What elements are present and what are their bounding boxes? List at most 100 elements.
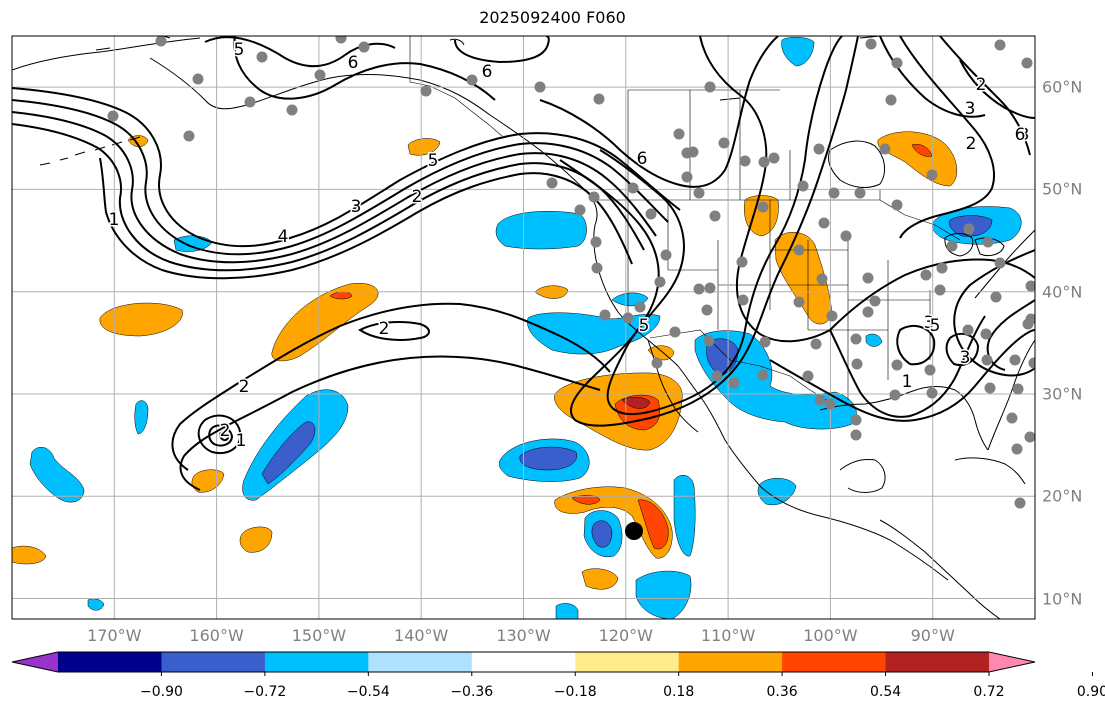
contour-label: 6	[1015, 125, 1026, 145]
positive-area	[571, 495, 601, 505]
central-america	[879, 519, 1001, 619]
latitude-tick-label: 40°N	[1042, 282, 1083, 302]
colorbar-tick-label: 0.72	[973, 684, 1005, 700]
station-dot	[1011, 443, 1023, 455]
colorbar-extend-low	[12, 652, 58, 672]
contour-label: 4	[278, 227, 289, 247]
negative-area	[757, 478, 797, 506]
station-dot	[634, 301, 646, 313]
station-dot	[651, 357, 663, 369]
station-dot	[889, 389, 901, 401]
station-dot	[926, 169, 938, 181]
station-dot	[869, 295, 881, 307]
station-dot	[546, 177, 558, 189]
longitude-tick-label: 100°W	[803, 626, 858, 645]
station-dot	[660, 249, 672, 261]
station-dot	[862, 272, 874, 284]
station-dot	[885, 94, 897, 106]
positive-area	[637, 499, 669, 550]
station-dot	[627, 182, 639, 194]
station-dot	[936, 262, 948, 274]
positive-area	[329, 291, 353, 300]
longitude-tick-label: 140°W	[394, 626, 449, 645]
longitude-tick-label: 170°W	[87, 626, 142, 645]
contour-label: 2	[379, 319, 390, 339]
colorbar-outline	[11, 651, 1036, 673]
contour-label: 5	[234, 40, 245, 60]
station-dot	[840, 230, 852, 242]
station-dot	[797, 180, 809, 192]
positive-area	[877, 131, 958, 187]
longitude-tick-label: 150°W	[291, 626, 347, 645]
station-dot	[681, 171, 693, 183]
latitude-tick-label: 20°N	[1042, 486, 1083, 506]
station-dot	[994, 39, 1006, 51]
contour-line	[939, 36, 1031, 156]
station-dot	[814, 394, 826, 406]
negative-area	[134, 400, 149, 435]
contours	[12, 36, 1035, 491]
longitude-tick-label: 130°W	[496, 626, 551, 645]
station-dot	[962, 324, 974, 336]
contour-label: 2	[220, 421, 231, 441]
station-dot	[891, 359, 903, 371]
latitude-tick-label: 10°N	[1042, 589, 1083, 609]
contour-label: 1	[236, 431, 247, 451]
positive-area	[99, 302, 183, 337]
colorbar-tick-label: 0.36	[766, 684, 798, 700]
station-dot	[757, 369, 769, 381]
longitude-tick-label: 160°W	[189, 626, 244, 645]
longitude-tick-label: 90°W	[910, 626, 955, 645]
negative-area	[519, 446, 578, 471]
positive-area	[12, 545, 47, 565]
station-dot	[599, 309, 611, 321]
colorbar-tick-label: −0.72	[243, 684, 287, 700]
canada-us-border	[595, 199, 961, 241]
station-dot	[862, 306, 874, 318]
colorbar-segment	[885, 652, 990, 672]
alaska-coast	[12, 37, 598, 226]
negative-area	[555, 603, 579, 619]
station-dot	[924, 364, 936, 376]
station-dot	[673, 128, 685, 140]
west-coast	[593, 224, 949, 581]
station-dot	[963, 223, 975, 235]
negative-area	[781, 37, 815, 67]
station-dot	[711, 370, 723, 382]
contour-label: 2	[239, 377, 250, 397]
station-dot	[1028, 357, 1035, 369]
gridlines	[12, 36, 1035, 619]
station-dot	[737, 294, 749, 306]
colorbar-tick-label: −0.54	[346, 684, 390, 700]
longitude-tick-label: 120°W	[598, 626, 653, 645]
station-dot	[534, 81, 546, 93]
station-dot	[850, 414, 862, 426]
station-dot	[192, 73, 204, 85]
station-dot	[1024, 431, 1035, 443]
station-dot	[645, 208, 657, 220]
longitude-tick-label: 110°W	[700, 626, 756, 645]
station-dot	[982, 236, 994, 248]
contour-line	[233, 36, 496, 101]
station-dot	[709, 210, 721, 222]
station-dot	[802, 370, 814, 382]
contour-line	[12, 111, 657, 264]
yucatan	[839, 459, 886, 493]
map-title: 2025092400 F060	[479, 8, 626, 27]
station-dot	[824, 398, 836, 410]
contour-line	[879, 36, 1035, 119]
station-dot	[758, 156, 770, 168]
station-dot	[1009, 354, 1021, 366]
negative-area	[29, 446, 85, 503]
contour-line	[179, 355, 601, 491]
station-dot	[335, 36, 347, 44]
station-dots	[107, 36, 1035, 509]
station-dot	[759, 336, 771, 348]
station-dot	[466, 74, 478, 86]
cuba	[954, 457, 1026, 485]
colorbar-segment	[471, 652, 576, 672]
contour-line	[539, 36, 779, 188]
latitude-tick-label: 60°N	[1042, 77, 1083, 97]
